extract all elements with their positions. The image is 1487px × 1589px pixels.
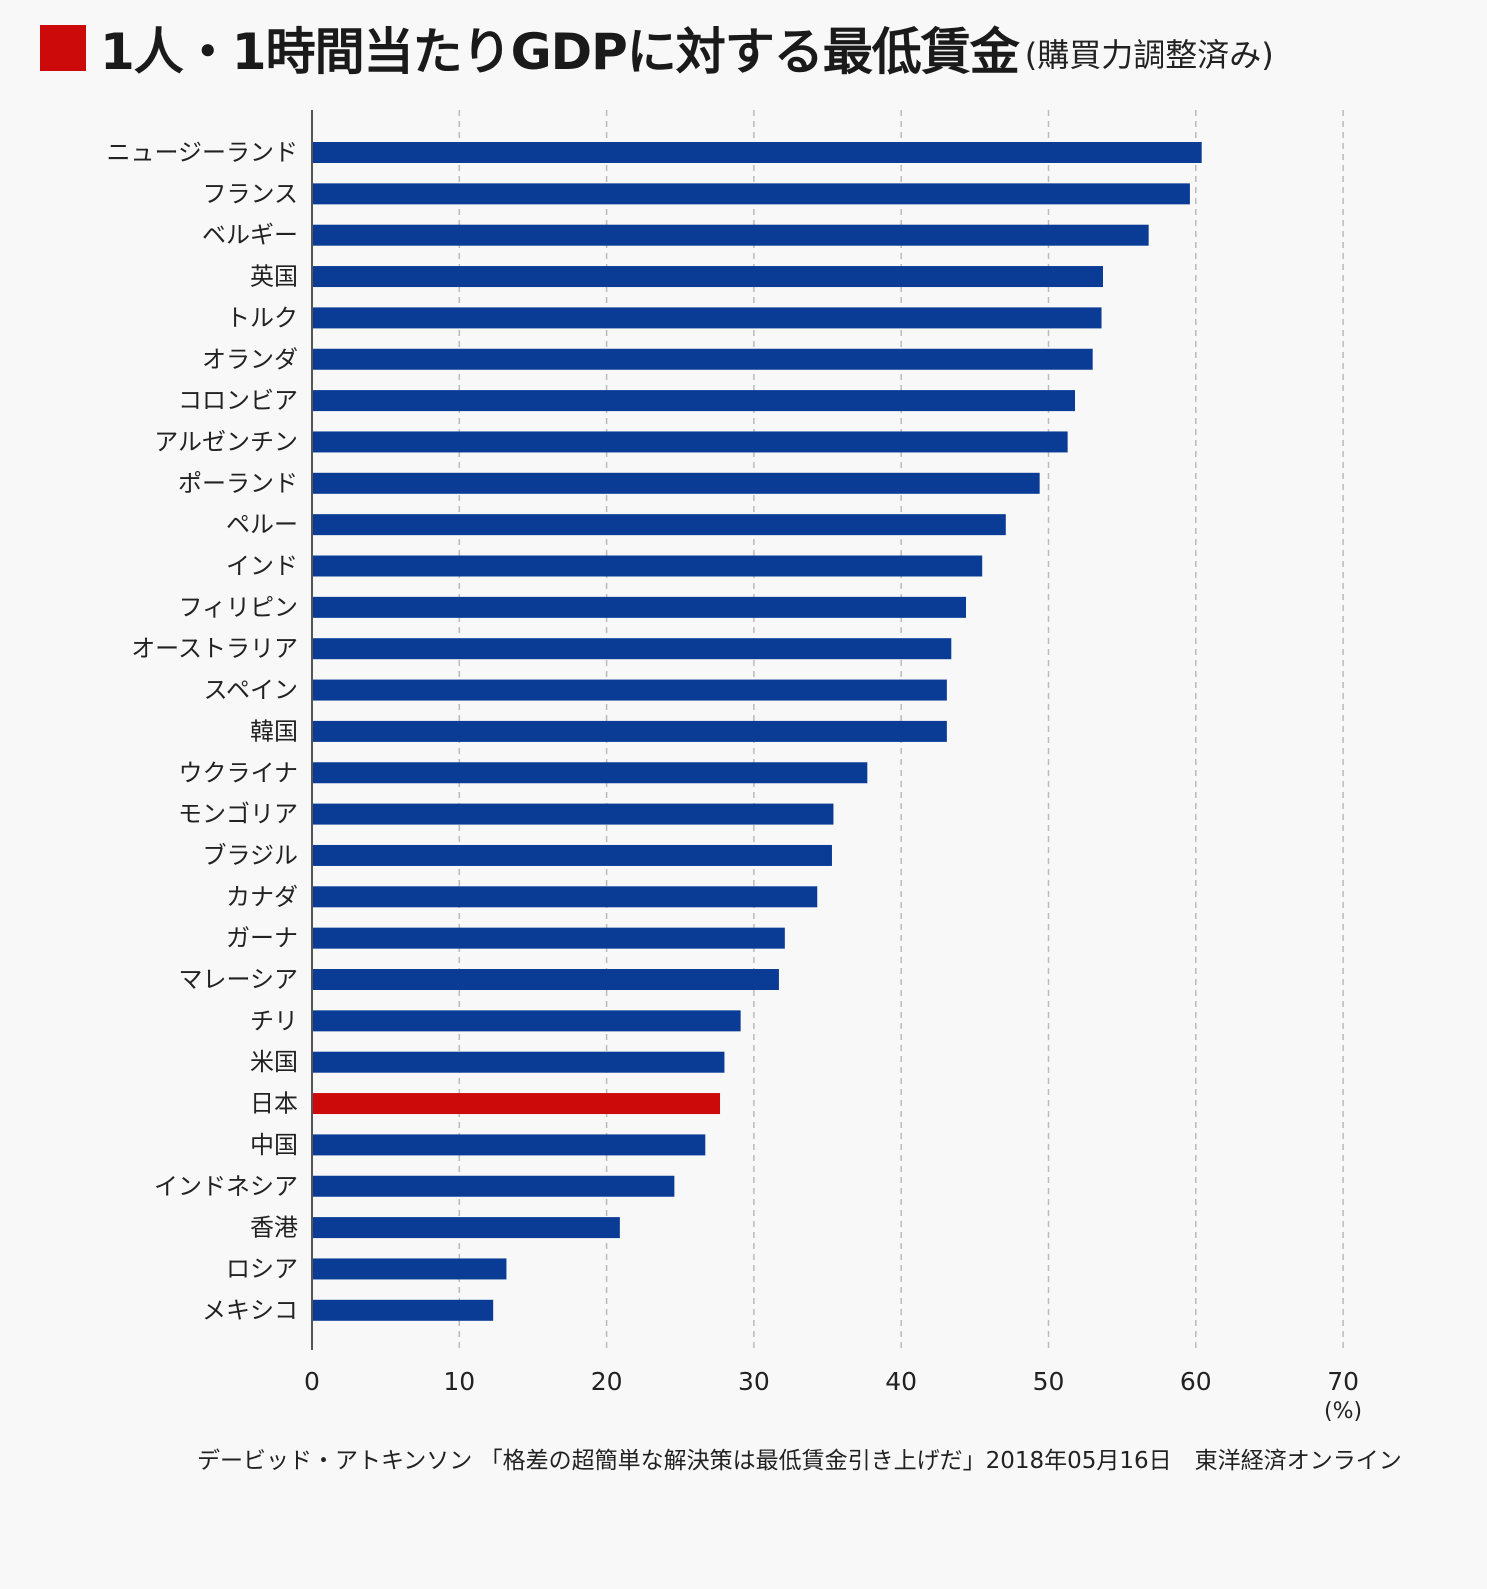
chart-title: 1人・1時間当たりGDPに対する最低賃金 (購買力調整済み) — [40, 18, 1274, 81]
category-label: マレーシア — [178, 966, 298, 994]
category-label: 中国 — [250, 1131, 298, 1159]
category-label: インドネシア — [154, 1172, 298, 1200]
category-label: コロンビア — [178, 387, 298, 415]
category-label: モンゴリア — [178, 800, 298, 828]
category-label: 英国 — [250, 263, 298, 291]
bar — [312, 720, 947, 742]
bar — [312, 1175, 675, 1197]
category-label: ウクライナ — [178, 759, 298, 787]
category-label: 日本 — [250, 1090, 298, 1118]
x-tick-label: 30 — [738, 1367, 770, 1396]
category-label: ガーナ — [226, 924, 298, 952]
category-label: メキシコ — [202, 1296, 298, 1324]
category-label: トルク — [226, 304, 298, 332]
bar — [312, 266, 1104, 288]
bar — [312, 514, 1006, 536]
title-marker-icon — [40, 25, 86, 71]
bar — [312, 596, 967, 618]
category-label: アルゼンチン — [154, 428, 298, 456]
bar — [312, 638, 952, 660]
x-tick-label: 70 — [1327, 1367, 1359, 1396]
x-axis-unit: (%) — [1324, 1399, 1362, 1424]
x-tick-label: 10 — [443, 1367, 475, 1396]
bar — [312, 307, 1102, 329]
title-subtitle: (購買力調整済み) — [1024, 36, 1274, 74]
category-label: ペルー — [226, 511, 298, 539]
bar — [312, 1258, 507, 1280]
x-tick-label: 20 — [591, 1367, 623, 1396]
category-label: ブラジル — [202, 841, 298, 869]
category-label: ニュージーランド — [106, 139, 298, 167]
category-label: チリ — [250, 1007, 298, 1035]
bar — [312, 348, 1093, 370]
category-label: ポーランド — [178, 469, 298, 497]
bar — [312, 762, 868, 784]
category-label: 香港 — [250, 1214, 298, 1242]
x-tick-label: 0 — [304, 1367, 320, 1396]
category-label: カナダ — [226, 883, 298, 911]
bar — [312, 555, 983, 577]
bar — [312, 886, 818, 908]
bar — [312, 1217, 620, 1239]
category-label: インド — [226, 552, 298, 580]
bar — [312, 431, 1068, 453]
bar — [312, 224, 1149, 246]
x-tick-label: 60 — [1180, 1367, 1212, 1396]
bar — [312, 803, 834, 825]
category-label: スペイン — [204, 676, 298, 704]
x-tick-label: 40 — [885, 1367, 917, 1396]
bar — [312, 1299, 494, 1321]
category-label: フィリピン — [178, 593, 298, 621]
category-label: 米国 — [250, 1048, 298, 1076]
bar — [312, 183, 1190, 205]
bar-chart: 0 10 20 30 40 50 60 70 (%) ニュージーランドフランスベルギー英国トルクオ… — [106, 110, 1362, 1424]
bar — [312, 1134, 706, 1156]
bar — [312, 390, 1076, 412]
bar — [312, 844, 832, 866]
x-tick-label: 50 — [1033, 1367, 1065, 1396]
bar — [312, 142, 1202, 163]
bar — [312, 1010, 741, 1032]
bar — [312, 969, 779, 990]
title-main: 1人・1時間当たりGDPに対する最低賃金 — [100, 23, 1020, 81]
source-citation: デービッド・アトキンソン 「格差の超簡単な解決策は最低賃金引き上げだ」2018年… — [197, 1448, 1402, 1474]
category-label: オランダ — [202, 345, 298, 373]
bar — [312, 927, 785, 949]
category-label: ロシア — [226, 1255, 298, 1283]
bar — [312, 1051, 725, 1073]
bar — [312, 472, 1040, 494]
category-label: フランス — [202, 180, 298, 208]
bar-highlight — [312, 1093, 721, 1115]
bar — [312, 679, 947, 701]
category-label: ベルギー — [202, 221, 298, 249]
category-label: 韓国 — [250, 717, 298, 745]
category-label: オーストラリア — [131, 635, 298, 663]
